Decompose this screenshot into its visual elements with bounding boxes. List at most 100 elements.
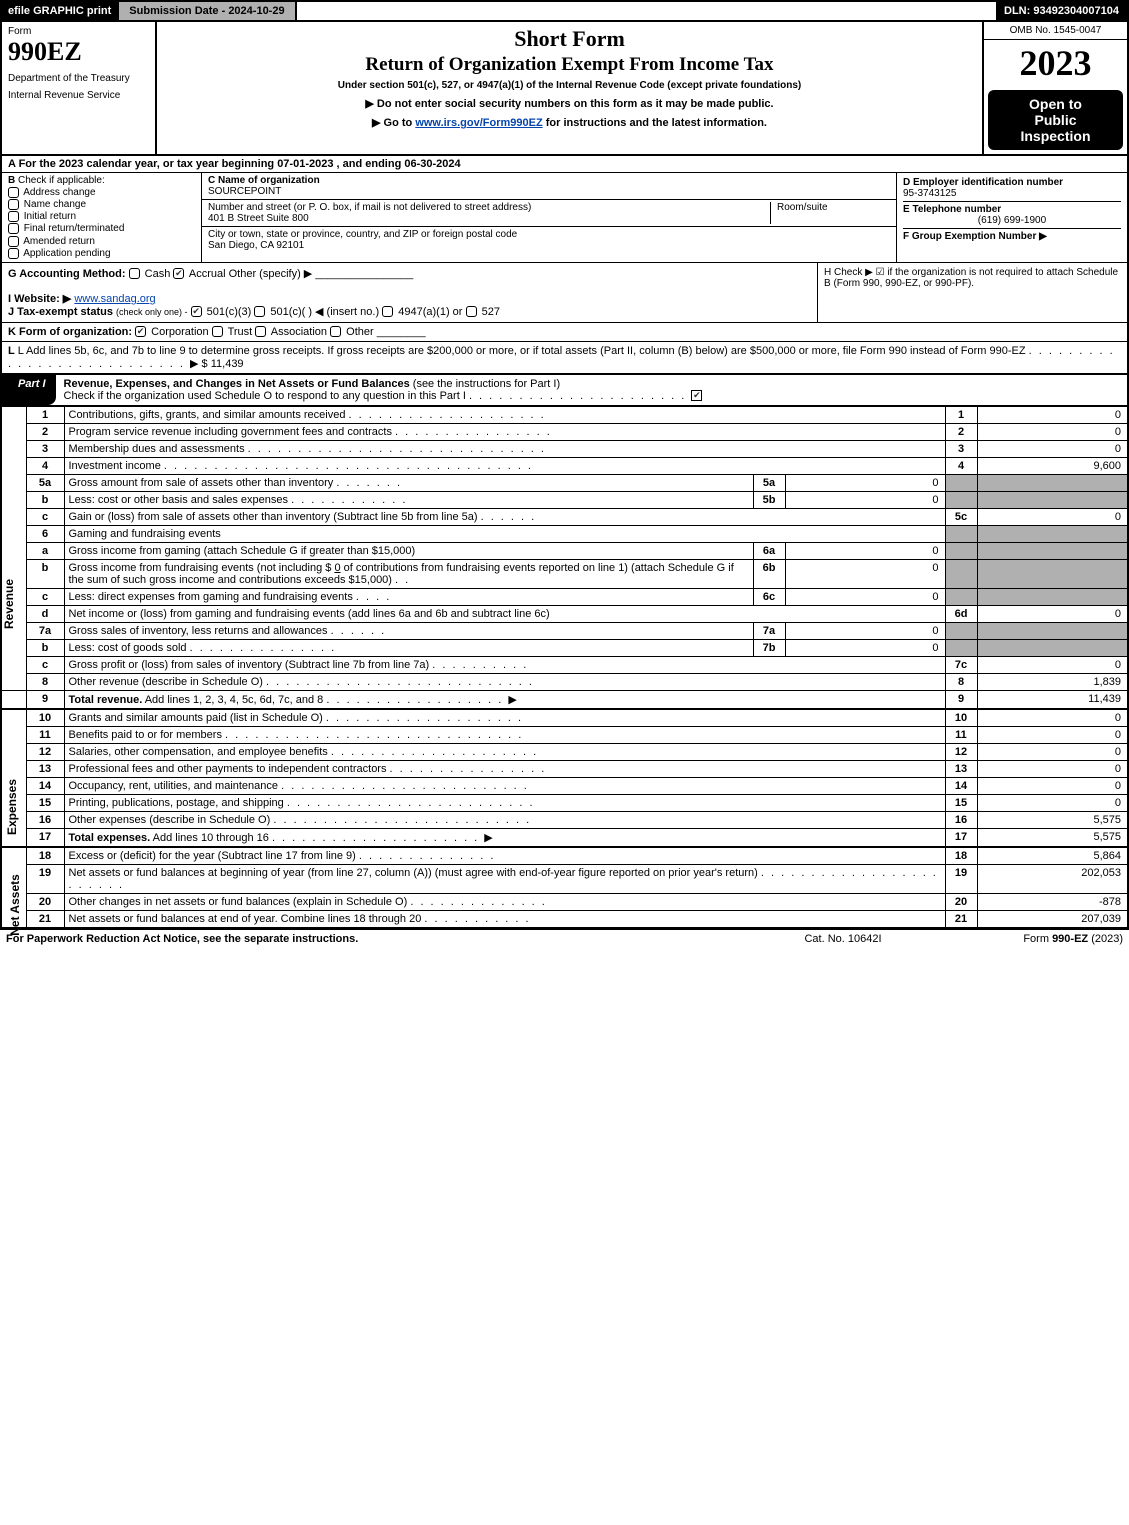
side-expenses-label: Expenses <box>5 779 19 835</box>
line-ref: 1 <box>945 406 977 423</box>
part-i-tab: Part I <box>2 375 56 405</box>
ein-label: D Employer identification number <box>903 177 1063 188</box>
goto-link[interactable]: www.irs.gov/Form990EZ <box>415 117 542 129</box>
side-expenses-cell: Expenses <box>2 709 26 846</box>
tax-year: 2023 <box>984 40 1127 86</box>
chk-cash[interactable] <box>129 268 140 279</box>
table-row: Expenses 10 Grants and similar amounts p… <box>2 709 1127 727</box>
irs-label: Internal Revenue Service <box>8 90 149 101</box>
side-netassets-cell: Net Assets <box>2 847 26 927</box>
table-row: Revenue 1 Contributions, gifts, grants, … <box>2 406 1127 423</box>
open-public-badge: Open to Public Inspection <box>988 90 1123 150</box>
side-revenue-cell: Revenue <box>2 406 26 690</box>
table-row: 16 Other expenses (describe in Schedule … <box>2 811 1127 828</box>
header-center: Short Form Return of Organization Exempt… <box>157 22 982 154</box>
chk-final-return[interactable]: Final return/terminated <box>8 223 195 234</box>
section-c: C Name of organization SOURCEPOINT Numbe… <box>202 173 897 262</box>
revenue-table: Revenue 1 Contributions, gifts, grants, … <box>2 406 1127 708</box>
chk-corporation[interactable] <box>135 326 146 337</box>
netassets-table: Net Assets 18 Excess or (deficit) for th… <box>2 846 1127 927</box>
chk-application-pending[interactable]: Application pending <box>8 248 195 259</box>
section-l: L L Add lines 5b, 6c, and 7b to line 9 t… <box>2 342 1127 375</box>
table-row: 14 Occupancy, rent, utilities, and maint… <box>2 777 1127 794</box>
chk-501c[interactable] <box>254 306 265 317</box>
chk-4947[interactable] <box>382 306 393 317</box>
chk-name-change[interactable]: Name change <box>8 199 195 210</box>
section-b: B Check if applicable: Address change Na… <box>2 173 202 262</box>
chk-accrual[interactable] <box>173 268 184 279</box>
line-a-text: A For the 2023 calendar year, or tax yea… <box>8 158 461 170</box>
group-label: F Group Exemption Number ▶ <box>903 231 1047 242</box>
return-title: Return of Organization Exempt From Incom… <box>163 54 976 76</box>
ein-row: D Employer identification number 95-3743… <box>903 175 1121 202</box>
line-num: 1 <box>26 406 64 423</box>
chk-trust[interactable] <box>212 326 223 337</box>
section-g-h: G Accounting Method: Cash Accrual Other … <box>2 263 1127 323</box>
website-link[interactable]: www.sandag.org <box>74 293 155 305</box>
table-row: 9 Total revenue. Add lines 1, 2, 3, 4, 5… <box>2 690 1127 708</box>
section-d-e-f: D Employer identification number 95-3743… <box>897 173 1127 262</box>
org-name-cell: C Name of organization SOURCEPOINT <box>202 173 896 200</box>
line-value: 0 <box>977 406 1127 423</box>
street-cell: Number and street (or P. O. box, if mail… <box>202 200 896 227</box>
table-row: c Gross profit or (loss) from sales of i… <box>2 656 1127 673</box>
table-row: a Gross income from gaming (attach Sched… <box>2 542 1127 559</box>
table-row: 21 Net assets or fund balances at end of… <box>2 910 1127 927</box>
city-label: City or town, state or province, country… <box>208 229 517 240</box>
chk-association[interactable] <box>255 326 266 337</box>
street-label: Number and street (or P. O. box, if mail… <box>208 202 531 213</box>
chk-address-change[interactable]: Address change <box>8 187 195 198</box>
section-b-c-d: B Check if applicable: Address change Na… <box>2 173 1127 263</box>
open-to: Open to <box>1029 96 1082 112</box>
chk-initial-return[interactable]: Initial return <box>8 211 195 222</box>
table-row: 15 Printing, publications, postage, and … <box>2 794 1127 811</box>
omb-number: OMB No. 1545-0047 <box>984 22 1127 40</box>
section-h: H Check ▶ ☑ if the organization is not r… <box>817 263 1127 322</box>
submission-date: Submission Date - 2024-10-29 <box>119 2 296 20</box>
short-form-title: Short Form <box>163 26 976 52</box>
table-row: b Gross income from fundraising events (… <box>2 559 1127 588</box>
table-row: 12 Salaries, other compensation, and emp… <box>2 743 1127 760</box>
g-label: G Accounting Method: <box>8 268 126 280</box>
form-word: Form <box>8 26 149 37</box>
table-row: b Less: cost of goods sold . . . . . . .… <box>2 639 1127 656</box>
chk-schedule-o[interactable] <box>691 390 702 401</box>
expenses-table: Expenses 10 Grants and similar amounts p… <box>2 708 1127 846</box>
ssn-warning: ▶ Do not enter social security numbers o… <box>163 97 976 110</box>
chk-amended-return[interactable]: Amended return <box>8 236 195 247</box>
chk-501c3[interactable] <box>191 306 202 317</box>
l-text: L Add lines 5b, 6c, and 7b to line 9 to … <box>18 345 1026 357</box>
g-other: Other (specify) ▶ <box>229 268 313 280</box>
h-text: H Check ▶ ☑ if the organization is not r… <box>824 267 1118 289</box>
ein-value: 95-3743125 <box>903 188 956 199</box>
part-i-title-bold: Revenue, Expenses, and Changes in Net As… <box>64 378 410 390</box>
form-container: efile GRAPHIC print Submission Date - 20… <box>0 0 1129 929</box>
part-i-title-rest: (see the instructions for Part I) <box>410 378 560 390</box>
check-if-applicable: Check if applicable: <box>18 175 105 186</box>
table-row: 3 Membership dues and assessments . . . … <box>2 440 1127 457</box>
section-k: K Form of organization: Corporation Trus… <box>2 323 1127 342</box>
table-row: 5a Gross amount from sale of assets othe… <box>2 474 1127 491</box>
room-label: Room/suite <box>777 202 828 213</box>
efile-print-label[interactable]: efile GRAPHIC print <box>2 2 119 20</box>
part-i-title: Revenue, Expenses, and Changes in Net As… <box>56 375 1127 405</box>
table-row: 11 Benefits paid to or for members . . .… <box>2 726 1127 743</box>
table-row: 8 Other revenue (describe in Schedule O)… <box>2 673 1127 690</box>
chk-527[interactable] <box>466 306 477 317</box>
chk-other-org[interactable] <box>330 326 341 337</box>
side-netassets-label: Net Assets <box>8 874 22 936</box>
i-label: I Website: ▶ <box>8 293 71 305</box>
table-row: 20 Other changes in net assets or fund b… <box>2 893 1127 910</box>
tel-row: E Telephone number (619) 699-1900 <box>903 202 1121 229</box>
dln-label: DLN: 93492304007104 <box>996 2 1127 20</box>
group-exemption-row: F Group Exemption Number ▶ <box>903 229 1121 244</box>
side-revenue-label: Revenue <box>2 579 16 629</box>
street-value: 401 B Street Suite 800 <box>208 213 309 224</box>
tel-value: (619) 699-1900 <box>903 215 1121 226</box>
city-value: San Diego, CA 92101 <box>208 240 304 251</box>
under-section: Under section 501(c), 527, or 4947(a)(1)… <box>163 80 976 91</box>
public: Public <box>1034 112 1076 128</box>
table-row: 2 Program service revenue including gove… <box>2 423 1127 440</box>
tel-label: E Telephone number <box>903 204 1001 215</box>
goto-instructions: ▶ Go to www.irs.gov/Form990EZ for instru… <box>163 116 976 129</box>
